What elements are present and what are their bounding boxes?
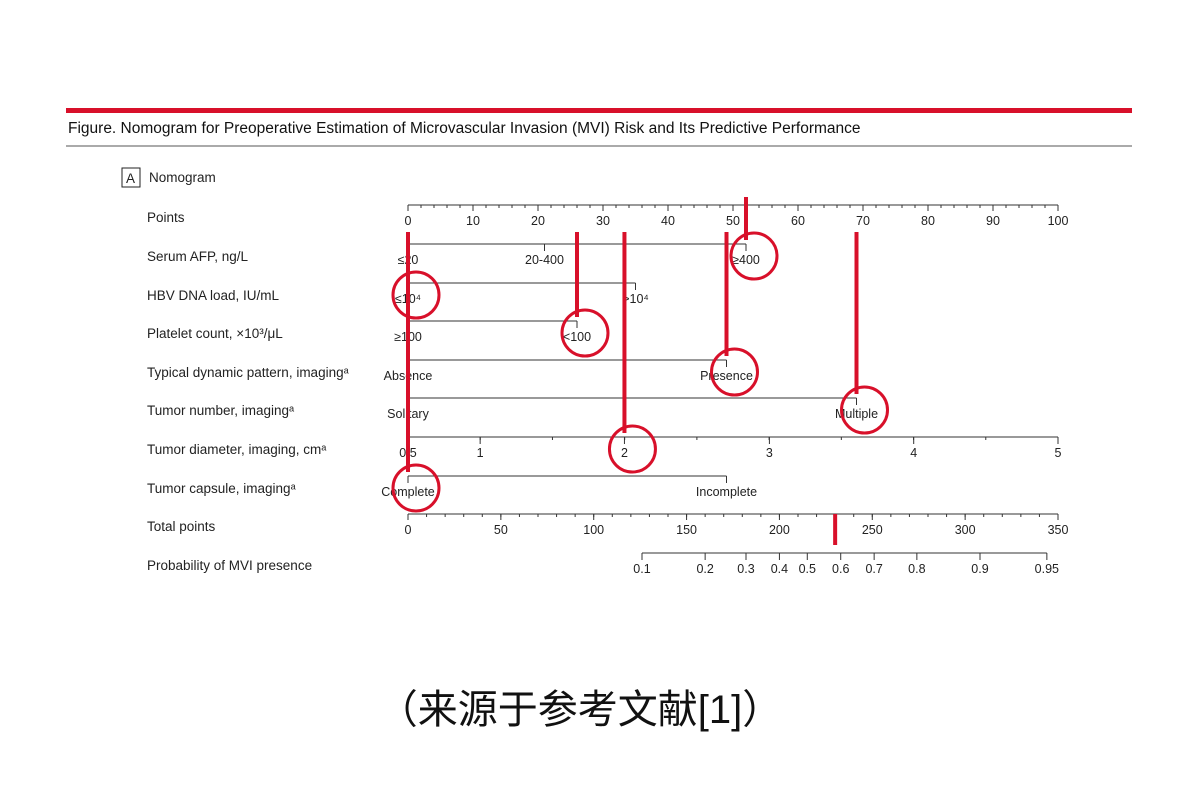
selection-circle bbox=[391, 270, 441, 320]
panel-letter: A bbox=[126, 171, 135, 186]
panel-title: Nomogram bbox=[149, 170, 216, 185]
figure-title: Figure. Nomogram for Preoperative Estima… bbox=[68, 120, 861, 137]
total-points-marker bbox=[833, 514, 838, 545]
probability-label: 0.2 bbox=[696, 562, 713, 576]
points-ruler bbox=[622, 232, 627, 433]
value-label: 4 bbox=[910, 446, 917, 460]
points-ruler bbox=[406, 232, 410, 472]
row-label: Total points bbox=[147, 519, 216, 534]
probability-label: 0.4 bbox=[771, 562, 788, 576]
value-label: 5 bbox=[1055, 446, 1062, 460]
tick-label: 60 bbox=[791, 214, 805, 228]
category-label: Multiple bbox=[835, 407, 878, 421]
category-label: 20-400 bbox=[525, 253, 564, 267]
row-label: Points bbox=[147, 210, 185, 225]
tick-label: 0 bbox=[405, 523, 412, 537]
probability-label: 0.7 bbox=[865, 562, 882, 576]
tick-label: 0 bbox=[405, 214, 412, 228]
tick-label: 40 bbox=[661, 214, 675, 228]
probability-label: 0.95 bbox=[1035, 562, 1059, 576]
category-label: >10⁴ bbox=[622, 292, 649, 306]
probability-label: 0.9 bbox=[971, 562, 988, 576]
row-label: Tumor diameter, imaging, cmᵃ bbox=[147, 442, 327, 457]
tick-label: 300 bbox=[955, 523, 976, 537]
selection-circle bbox=[391, 463, 441, 513]
points-ruler bbox=[854, 232, 859, 394]
probability-label: 0.3 bbox=[737, 562, 754, 576]
source-caption: （来源于参考文献[1]） bbox=[378, 688, 782, 732]
probability-label: 0.5 bbox=[799, 562, 816, 576]
tick-label: 70 bbox=[856, 214, 870, 228]
tick-label: 80 bbox=[921, 214, 935, 228]
selection-circle bbox=[710, 347, 759, 397]
tick-label: 100 bbox=[1048, 214, 1069, 228]
category-label: Presence bbox=[700, 369, 753, 383]
category-label: <100 bbox=[563, 330, 591, 344]
tick-label: 100 bbox=[583, 523, 604, 537]
category-label: ≥400 bbox=[732, 253, 760, 267]
value-label: 2 bbox=[621, 446, 628, 460]
panel-letter-box bbox=[121, 167, 141, 188]
category-label: Incomplete bbox=[696, 485, 757, 499]
tick-label: 250 bbox=[862, 523, 883, 537]
row-label: Typical dynamic pattern, imagingᵃ bbox=[147, 365, 350, 380]
row-label: Tumor capsule, imagingᵃ bbox=[147, 481, 297, 496]
tick-label: 150 bbox=[676, 523, 697, 537]
tick-label: 10 bbox=[466, 214, 480, 228]
points-ruler bbox=[724, 232, 729, 356]
selection-circle bbox=[729, 231, 779, 281]
nomogram-highlights bbox=[391, 197, 889, 545]
row-label: Platelet count, ×10³/μL bbox=[147, 326, 283, 341]
tick-label: 90 bbox=[986, 214, 1000, 228]
points-ruler bbox=[744, 197, 748, 240]
category-label: Complete bbox=[381, 485, 435, 499]
row-label: Tumor number, imagingᵃ bbox=[147, 403, 295, 418]
points-ruler bbox=[575, 232, 579, 317]
tick-label: 20 bbox=[531, 214, 545, 228]
tick-label: 200 bbox=[769, 523, 790, 537]
figure-top-bar bbox=[66, 108, 1132, 113]
probability-label: 0.6 bbox=[832, 562, 849, 576]
probability-label: 0.1 bbox=[633, 562, 650, 576]
probability-label: 0.8 bbox=[908, 562, 925, 576]
tick-label: 50 bbox=[726, 214, 740, 228]
row-label: HBV DNA load, IU/mL bbox=[147, 288, 280, 303]
tick-label: 50 bbox=[494, 523, 508, 537]
tick-label: 30 bbox=[596, 214, 610, 228]
value-label: 1 bbox=[477, 446, 484, 460]
selection-circle bbox=[840, 385, 889, 435]
selection-circle bbox=[560, 308, 610, 358]
selection-circle bbox=[607, 424, 657, 474]
tick-label: 350 bbox=[1048, 523, 1069, 537]
row-label: Serum AFP, ng/L bbox=[147, 249, 249, 264]
value-label: 3 bbox=[766, 446, 773, 460]
row-label: Probability of MVI presence bbox=[147, 558, 312, 573]
